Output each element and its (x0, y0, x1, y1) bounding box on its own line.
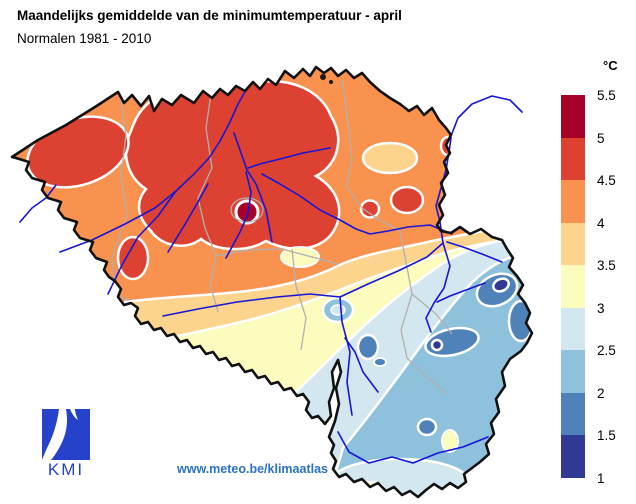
legend-tick: 5.5 (597, 88, 616, 103)
legend-tick: 1.5 (597, 428, 616, 444)
zone-ring-blob-inner (330, 304, 346, 316)
legend-tick: 2.5 (597, 343, 616, 359)
baarle-hertog-enclave (320, 74, 333, 84)
zone-navy-saint-hubert (430, 338, 444, 352)
site-url: www.meteo.be/klimaatlas (177, 462, 328, 476)
zone-tan-kempen (361, 141, 419, 175)
zone-yellow-pocket-arlon (489, 438, 507, 460)
zone-tan-pocket-west (208, 361, 232, 377)
page-title: Maandelijks gemiddelde van de minimumtem… (17, 8, 402, 23)
legend-tick-labels: 5.5 5 4.5 4 3.5 3 2.5 2 1.5 1 (597, 88, 633, 486)
rivers (19, 89, 523, 464)
legend-tick: 4 (597, 215, 605, 231)
legend-tick: 3.5 (597, 258, 616, 274)
legend-tick: 3 (597, 300, 605, 316)
legend-tick: 4.5 (597, 173, 616, 189)
legend-band (561, 222, 585, 266)
legend-band (561, 435, 585, 478)
legend-unit-label: °C (603, 58, 618, 73)
zone-navy-hautes-fagnes (492, 277, 510, 293)
legend-color-bar (561, 95, 585, 478)
legend-band (561, 265, 585, 308)
zone-yellow-pocket-center (280, 246, 320, 268)
legend-band (561, 180, 585, 223)
legend-tick: 1 (597, 470, 605, 486)
page-subtitle: Normalen 1981 - 2010 (17, 31, 152, 46)
legend-tick: 5 (597, 130, 605, 146)
legend-band (561, 307, 585, 351)
kmi-logo (42, 409, 90, 460)
kmi-logo-text: KMI (47, 460, 85, 479)
belgium-border (10, 65, 534, 499)
zone-yellow-pocket-gaume (441, 429, 459, 453)
legend-tick: 2 (597, 385, 605, 401)
legend-band (561, 137, 585, 181)
legend-band (561, 350, 585, 393)
kmi-logo-shapes (42, 409, 90, 460)
legend-band (561, 95, 585, 138)
zone-darkred-hotspot (234, 199, 260, 225)
legend-band (561, 392, 585, 436)
zone-medblue-pocket-se (474, 465, 504, 489)
